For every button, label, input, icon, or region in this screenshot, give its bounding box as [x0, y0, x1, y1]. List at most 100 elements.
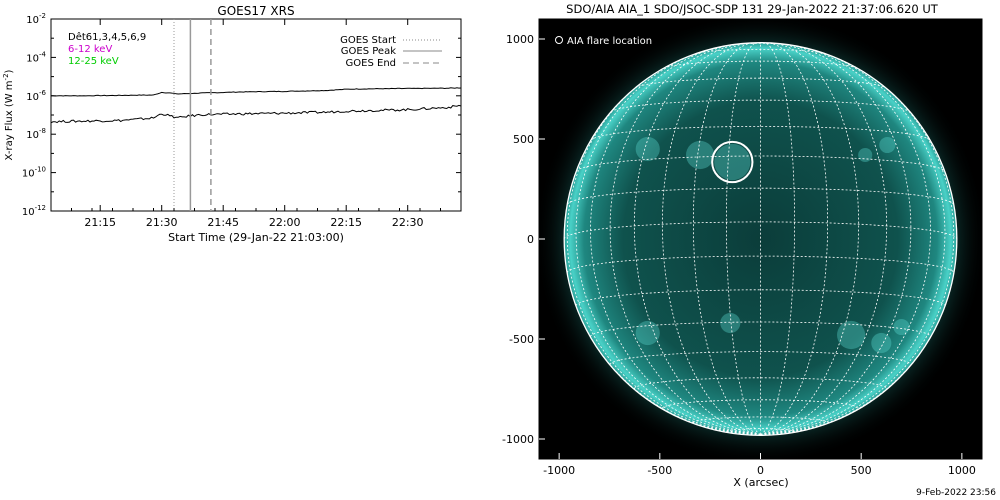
goes-y-tick-base-5: 10	[26, 15, 39, 26]
goes-x-tick-label-1: 21:30	[146, 216, 178, 229]
grid-latitude-line	[633, 377, 888, 389]
aia-y-tick-label-2: 0	[527, 233, 534, 246]
grid-longitude-line	[760, 48, 946, 435]
flare-location-circle	[711, 140, 754, 184]
goes-y-axis-label-sup: -2	[2, 73, 10, 80]
goes-legend-start-label: GOES Start	[340, 35, 396, 46]
grid-longitude-line	[566, 58, 761, 435]
grid-longitude-line	[661, 42, 761, 435]
grid-longitude-line	[760, 42, 828, 435]
goes-legend-detectors: Dêt61,3,4,5,6,9	[68, 31, 146, 43]
grid-latitude-line	[610, 99, 911, 113]
goes-y-tick-label-0: 10-12	[22, 204, 46, 218]
active-region-8	[879, 136, 896, 154]
grid-longitude-line	[590, 44, 761, 435]
goes-x-tick-label-5: 22:30	[392, 216, 424, 229]
grid-longitude-line	[760, 58, 955, 435]
goes-legend-12-25kev: 12-25 keV	[68, 56, 119, 67]
aia-y-tick-label-3: -500	[509, 333, 534, 346]
goes-x-tick-label-2: 21:45	[207, 216, 239, 229]
goes-event-lines	[173, 19, 212, 211]
goes-x-ticks: 21:15 21:30 21:45 22:00 22:15 22:30	[50, 19, 462, 229]
grid-longitude-line	[760, 43, 912, 435]
aia-x-tick-label-4: 1000	[948, 464, 976, 477]
goes-legend-peak-label: GOES Peak	[341, 46, 396, 57]
goes-x-tick-label-0: 21:15	[84, 216, 116, 229]
aia-image-panel: SDO/AIA AIA_1 SDO/JSOC-SDP 131 29-Jan-20…	[502, 2, 983, 489]
grid-longitude-line	[760, 44, 931, 435]
grid-longitude-line	[760, 42, 888, 435]
aia-x-tick-label-2: 0	[757, 464, 764, 477]
goes-y-tick-exp-5: -2	[39, 12, 46, 20]
goes-x-tick-label-3: 22:00	[269, 216, 301, 229]
goes-y-tick-label-3: 10-6	[26, 89, 46, 103]
active-region-6	[871, 332, 892, 354]
active-region-3	[635, 320, 660, 346]
active-regions	[635, 136, 910, 354]
grid-longitude-line	[760, 42, 860, 435]
active-region-9	[858, 147, 873, 163]
goes-plot-frame	[50, 18, 462, 212]
aia-legend-label: AIA flare location	[567, 36, 652, 47]
goes-series-1	[50, 104, 462, 124]
goes-legend-6-12kev: 6-12 keV	[68, 44, 112, 55]
goes-legend-end-label: GOES End	[346, 58, 396, 69]
active-region-7	[893, 318, 910, 336]
goes-y-tick-base-3: 10	[26, 92, 39, 103]
aia-legend-marker	[555, 36, 563, 44]
grid-latitude-line	[634, 77, 887, 89]
goes-series-0	[51, 87, 462, 97]
aia-image-content	[539, 19, 982, 459]
footer-date: 9-Feb-2022 23:56	[916, 488, 996, 498]
active-region-2	[635, 136, 660, 162]
goes-y-tick-exp-3: -6	[39, 89, 47, 97]
goes-y-tick-label-2: 10-8	[26, 127, 46, 141]
goes-series-group	[50, 87, 462, 124]
grid-longitude-line	[726, 42, 761, 435]
active-region-4	[720, 312, 741, 334]
goes-y-axis-label-tail: )	[4, 69, 15, 73]
active-region-1	[685, 140, 715, 170]
heliographic-grid	[564, 42, 957, 435]
active-region-0	[714, 143, 751, 181]
grid-longitude-line	[633, 42, 761, 435]
aia-x-tick-label-1: -500	[647, 464, 672, 477]
aia-x-tick-label-3: 500	[851, 464, 872, 477]
grid-longitude-line	[575, 48, 761, 435]
goes-y-tick-exp-0: -12	[35, 204, 46, 212]
aia-x-tick-label-0: -1000	[543, 464, 575, 477]
goes-y-tick-base-1: 10	[22, 169, 35, 180]
grid-latitude-line	[661, 399, 860, 409]
goes-y-tick-label-5: 10-2	[26, 12, 46, 26]
goes-y-axis-label: X-ray Flux (W m-2)	[2, 69, 15, 160]
aia-x-axis-label: X (arcsec)	[733, 476, 788, 489]
solar-limb	[563, 42, 958, 436]
aia-y-tick-label-0: 1000	[506, 33, 534, 46]
goes-y-axis-label-main: X-ray Flux (W m	[4, 80, 15, 160]
goes-y-tick-exp-1: -10	[35, 166, 46, 174]
goes-y-tick-base-2: 10	[26, 130, 39, 141]
aia-y-tick-label-4: -1000	[502, 433, 534, 446]
goes-chart-title: GOES17 XRS	[217, 4, 294, 18]
active-region-5	[837, 320, 866, 350]
goes-x-axis-label: Start Time (29-Jan-22 21:03:00)	[168, 231, 344, 244]
grid-longitude-line	[693, 42, 761, 435]
solar-disk	[564, 42, 957, 436]
goes-y-tick-label-4: 10-4	[26, 50, 46, 64]
aia-y-ticks: 1000 500 0 -500 -1000	[502, 33, 545, 446]
goes-y-tick-exp-4: -4	[39, 50, 47, 58]
aia-x-ticks: -1000 -500 0 500 1000	[543, 453, 976, 477]
goes-y-tick-exp-2: -8	[39, 127, 46, 135]
grid-longitude-line	[760, 42, 795, 435]
goes-y-tick-base-0: 10	[22, 207, 35, 218]
goes-y-tick-label-1: 10-10	[22, 166, 46, 180]
aia-y-tick-label-1: 500	[513, 133, 534, 146]
grid-longitude-line	[609, 43, 761, 435]
grid-latitude-line	[575, 155, 946, 172]
goes-x-tick-label-4: 22:15	[330, 216, 362, 229]
grid-latitude-line	[730, 43, 791, 46]
goes-y-tick-base-4: 10	[26, 53, 39, 64]
